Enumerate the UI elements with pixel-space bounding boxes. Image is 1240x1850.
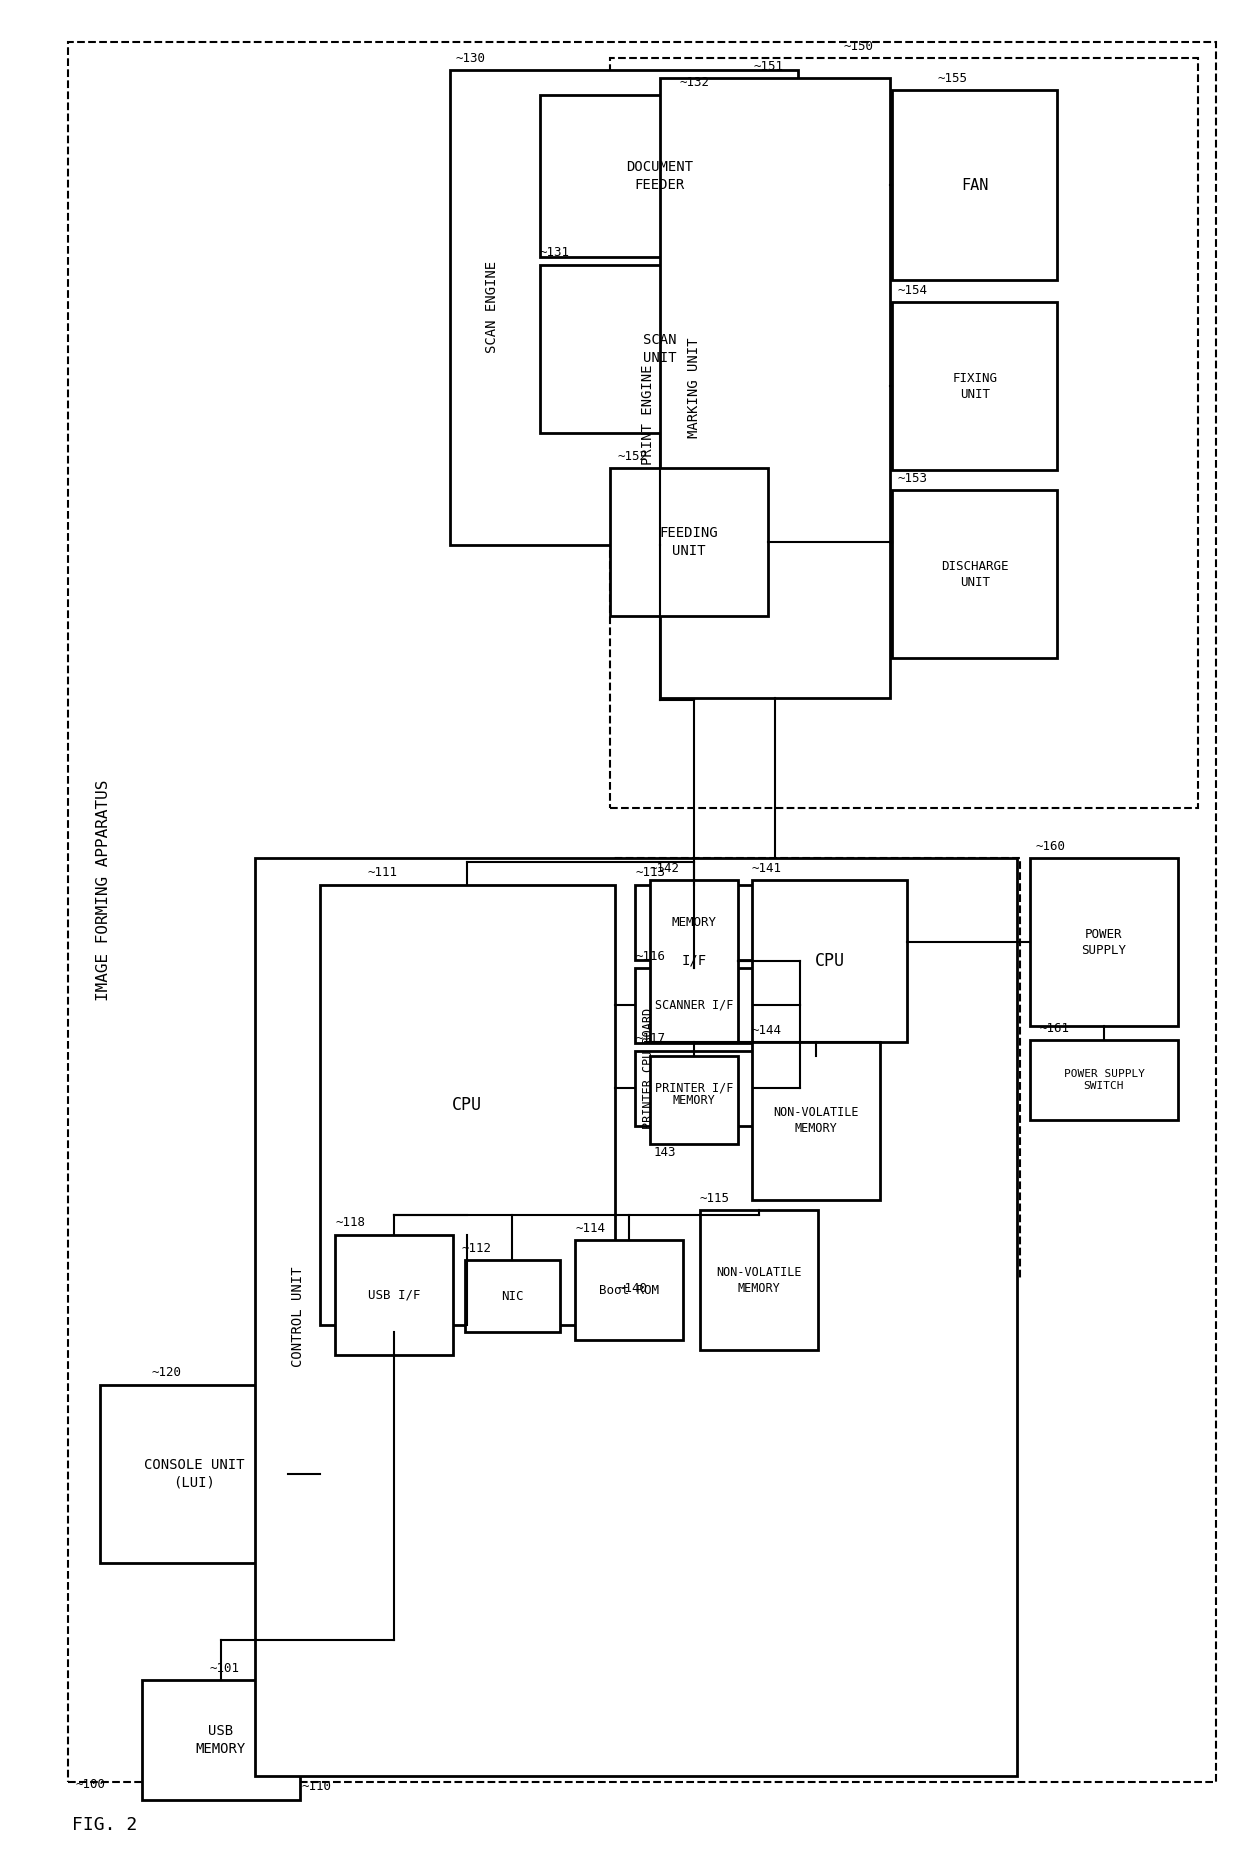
Bar	[575, 1240, 683, 1339]
Text: ~152: ~152	[618, 450, 649, 462]
Text: ~120: ~120	[153, 1367, 182, 1380]
Bar	[100, 1386, 288, 1563]
Text: ~161: ~161	[1040, 1021, 1070, 1034]
Bar	[635, 968, 753, 1043]
Text: ~151: ~151	[754, 59, 784, 72]
Text: ~150: ~150	[844, 39, 874, 52]
Text: CPU: CPU	[815, 953, 844, 969]
Text: ~140: ~140	[618, 1282, 649, 1295]
Text: ~131: ~131	[539, 246, 570, 259]
Text: MEMORY: MEMORY	[672, 1093, 715, 1106]
Bar	[450, 70, 799, 546]
Bar	[660, 78, 890, 697]
Text: MARKING UNIT: MARKING UNIT	[687, 339, 701, 438]
Text: ~142: ~142	[650, 862, 680, 875]
Text: FIG. 2: FIG. 2	[72, 1817, 138, 1833]
Text: ~160: ~160	[1035, 840, 1066, 853]
Text: ~114: ~114	[575, 1221, 605, 1234]
Text: CONTROL UNIT: CONTROL UNIT	[291, 1267, 305, 1367]
Bar	[650, 1056, 738, 1143]
Text: POWER
SUPPLY: POWER SUPPLY	[1081, 927, 1126, 956]
Bar	[613, 858, 1021, 1278]
Text: ~110: ~110	[303, 1780, 332, 1793]
Text: ~100: ~100	[76, 1778, 105, 1791]
Bar	[255, 858, 1017, 1776]
Text: Boot ROM: Boot ROM	[599, 1284, 658, 1297]
Text: DISCHARGE
UNIT: DISCHARGE UNIT	[941, 559, 1009, 588]
Text: ~111: ~111	[368, 866, 398, 879]
Text: ~141: ~141	[751, 862, 782, 875]
Text: USB
MEMORY: USB MEMORY	[196, 1724, 246, 1756]
Bar	[701, 1210, 818, 1350]
Text: I/F: I/F	[682, 955, 707, 968]
Bar	[465, 1260, 560, 1332]
Text: CPU: CPU	[453, 1095, 482, 1114]
Text: CONSOLE UNIT
(LUI): CONSOLE UNIT (LUI)	[144, 1458, 244, 1489]
Bar	[610, 468, 768, 616]
Bar	[610, 57, 1198, 808]
Text: ~130: ~130	[456, 52, 486, 65]
Text: SCANNER I/F: SCANNER I/F	[655, 999, 733, 1012]
Text: PRINT ENGINE: PRINT ENGINE	[641, 364, 655, 464]
Text: FEEDING
UNIT: FEEDING UNIT	[660, 527, 718, 557]
Text: ~155: ~155	[937, 72, 968, 85]
Bar	[892, 302, 1056, 470]
Bar	[751, 881, 906, 1042]
Bar	[635, 1051, 753, 1127]
Text: ~154: ~154	[898, 283, 928, 296]
Bar	[650, 881, 738, 1042]
Bar	[335, 1236, 453, 1354]
Text: FAN: FAN	[961, 178, 988, 192]
Text: MEMORY: MEMORY	[672, 916, 717, 929]
Text: ~112: ~112	[463, 1241, 492, 1254]
Bar	[892, 490, 1056, 659]
Text: ~117: ~117	[635, 1032, 665, 1045]
Text: PRINTER CPU BOARD: PRINTER CPU BOARD	[641, 1008, 655, 1128]
Text: IMAGE FORMING APPARATUS: IMAGE FORMING APPARATUS	[95, 779, 110, 1001]
Text: POWER SUPPLY
SWITCH: POWER SUPPLY SWITCH	[1064, 1069, 1145, 1092]
Bar	[892, 91, 1056, 279]
Bar	[751, 1042, 880, 1201]
Text: 143: 143	[653, 1145, 677, 1158]
Text: FIXING
UNIT: FIXING UNIT	[952, 372, 997, 400]
Text: NON-VOLATILE
MEMORY: NON-VOLATILE MEMORY	[717, 1265, 802, 1295]
Text: SCAN
UNIT: SCAN UNIT	[644, 333, 677, 364]
Text: NON-VOLATILE
MEMORY: NON-VOLATILE MEMORY	[774, 1106, 859, 1136]
Text: ~144: ~144	[751, 1023, 782, 1036]
Text: NIC: NIC	[501, 1289, 523, 1302]
Text: ~113: ~113	[635, 866, 665, 879]
Text: ~115: ~115	[701, 1191, 730, 1204]
Text: USB I/F: USB I/F	[368, 1288, 420, 1302]
Bar	[320, 884, 615, 1325]
Text: ~118: ~118	[335, 1217, 365, 1230]
Bar	[539, 94, 780, 257]
Text: SCAN ENGINE: SCAN ENGINE	[485, 261, 498, 353]
Text: ~101: ~101	[210, 1661, 241, 1674]
Bar	[635, 884, 753, 960]
Text: ~132: ~132	[680, 76, 711, 89]
Text: PRINTER I/F: PRINTER I/F	[655, 1082, 733, 1095]
Bar	[539, 265, 780, 433]
Bar	[1030, 1040, 1178, 1119]
Bar	[1030, 858, 1178, 1027]
Text: ~116: ~116	[635, 949, 665, 962]
Bar	[143, 1680, 300, 1800]
Text: ~153: ~153	[898, 472, 928, 485]
Text: DOCUMENT
FEEDER: DOCUMENT FEEDER	[626, 161, 693, 192]
